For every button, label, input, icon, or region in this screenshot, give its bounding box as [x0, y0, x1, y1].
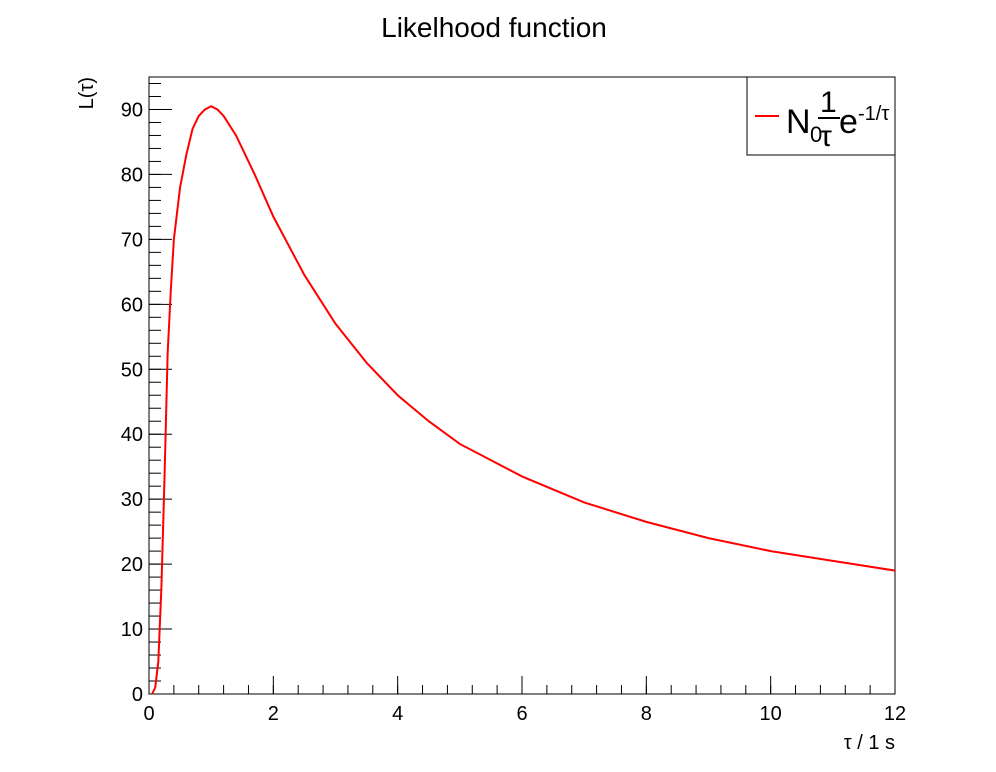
x-tick-label: 8	[641, 703, 652, 725]
y-tick-label: 70	[121, 229, 143, 251]
legend: N 0 1 τ e -1/τ	[746, 76, 896, 156]
plot-frame	[148, 76, 896, 695]
series-line-likelihood	[151, 105, 896, 695]
x-tick-label: 4	[392, 703, 403, 725]
x-tick-label: 10	[760, 703, 782, 725]
y-tick-label: 30	[121, 489, 143, 511]
y-tick-label: 0	[132, 684, 143, 706]
x-tick-label: 6	[516, 703, 527, 725]
svg-text:e: e	[839, 103, 858, 141]
y-tick-labels: 0 10 20 30 40 50 60 70 80 90	[121, 99, 143, 706]
x-tick-label: 12	[884, 703, 906, 725]
x-axis-title: τ / 1 s	[844, 732, 895, 754]
x-tick-label: 2	[268, 703, 279, 725]
y-tick-label: 60	[121, 294, 143, 316]
svg-text:τ: τ	[820, 120, 832, 153]
svg-text:N: N	[786, 103, 811, 141]
y-tick-label: 50	[121, 359, 143, 381]
y-tick-label: 10	[121, 619, 143, 641]
chart-title: Likelhood function	[381, 12, 607, 43]
y-tick-label: 20	[121, 554, 143, 576]
x-tick-label: 0	[143, 703, 154, 725]
svg-text:0: 0	[810, 122, 822, 147]
y-tick-label: 90	[121, 99, 143, 121]
y-minor-ticks	[149, 82, 161, 695]
y-tick-label: 80	[121, 164, 143, 186]
svg-text:-1/τ: -1/τ	[858, 103, 889, 125]
x-tick-labels: 0 2 4 6 8 10 12	[143, 703, 906, 725]
x-major-ticks	[148, 676, 896, 694]
svg-text:1: 1	[820, 86, 837, 119]
y-tick-label: 40	[121, 424, 143, 446]
y-axis-title: L(τ)	[76, 77, 98, 109]
legend-label-formula: N 0 1 τ e -1/τ	[786, 86, 889, 153]
